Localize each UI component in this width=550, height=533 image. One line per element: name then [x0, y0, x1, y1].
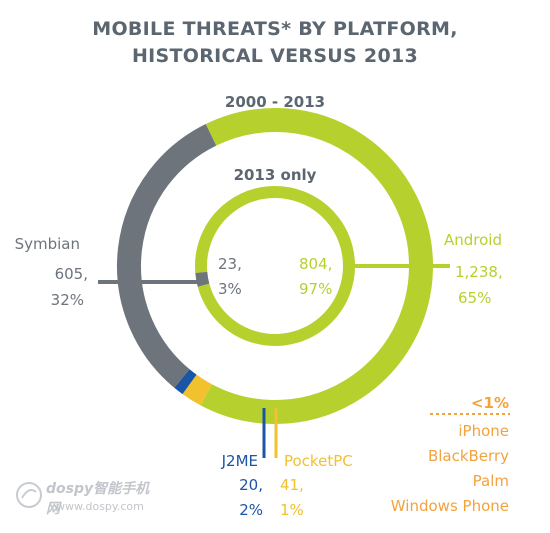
pocketpc-percent-label: 1% [280, 501, 304, 519]
outer-ring-slice-pocketpc [182, 374, 213, 406]
pocketpc-name-label: PocketPC [284, 452, 353, 470]
outer-ring-slice-j2me [174, 369, 197, 395]
other-platform-iphone: iPhone [458, 422, 509, 440]
watermark-brand: dospy智能手机网 [46, 481, 150, 517]
outer-ring-title: 2000 - 2013 [225, 93, 325, 111]
dospy-logo-icon [16, 482, 42, 508]
j2me-name-label: J2ME [221, 452, 258, 470]
symbian-count-label: 605, [55, 265, 88, 283]
outer-ring [117, 108, 433, 424]
inner-symbian-percent-label: 3% [218, 280, 242, 298]
other-platform-palm: Palm [473, 472, 509, 490]
watermark-url: www.dospy.com [56, 500, 144, 513]
j2me-count-label: 20, [239, 476, 263, 494]
inner-android-count-label: 804, [299, 255, 332, 273]
j2me-percent-label: 2% [239, 501, 263, 519]
inner-ring [195, 186, 355, 346]
inner-ring-title: 2013 only [234, 166, 317, 184]
symbian-name-label: Symbian [15, 235, 80, 253]
outer-ring-slice-android [200, 108, 433, 424]
chart-title-line-1: MOBILE THREATS* BY PLATFORM, [92, 18, 458, 40]
outer-ring-slice-symbian [117, 123, 217, 388]
other-platforms-heading: <1% [471, 394, 509, 412]
android-count-label: 1,238, [455, 263, 503, 281]
watermark: dospy智能手机网 www.dospy.com [12, 476, 162, 524]
other-platform-blackberry: BlackBerry [428, 447, 509, 465]
android-name-label: Android [444, 231, 502, 249]
inner-android-percent-label: 97% [299, 280, 332, 298]
inner-symbian-count-label: 23, [218, 255, 242, 273]
other-platform-windows-phone: Windows Phone [391, 497, 509, 515]
pocketpc-count-label: 41, [280, 476, 304, 494]
chart-title-line-2: HISTORICAL VERSUS 2013 [131, 45, 419, 67]
inner-ring-slice-android [195, 186, 355, 346]
symbian-percent-label: 32% [51, 291, 84, 309]
inner-ring-slice-symbian [195, 271, 210, 287]
android-percent-label: 65% [458, 289, 491, 307]
